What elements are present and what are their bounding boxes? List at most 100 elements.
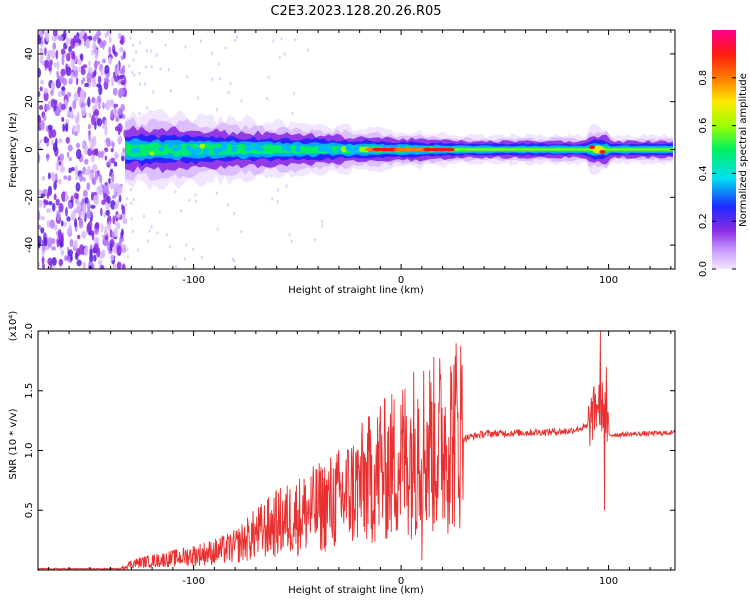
noise-speck	[64, 196, 68, 202]
noise-speck	[118, 74, 124, 80]
spectrogram-x-tick-label: 0	[398, 275, 404, 286]
noise-speck	[60, 48, 66, 55]
noise-speck	[119, 69, 123, 75]
noise-speck	[75, 77, 79, 86]
noise-speck	[112, 87, 118, 96]
noise-speck	[62, 123, 66, 132]
noise-speck	[68, 45, 72, 53]
noise-speck	[114, 203, 119, 210]
snr-x-tick-label: 0	[398, 576, 404, 587]
noise-speck	[77, 58, 82, 66]
red-core-blob	[423, 147, 434, 152]
sparse-speck	[227, 203, 230, 207]
sparse-speck	[169, 89, 172, 93]
noise-speck	[91, 77, 97, 88]
sparse-speck	[211, 77, 214, 81]
band-blob	[327, 147, 334, 154]
spectrogram-y-tick-label: 0	[24, 146, 35, 152]
noise-speck	[71, 166, 75, 172]
band-blob	[222, 142, 229, 151]
snr-frame	[37, 330, 676, 571]
noise-speck	[74, 239, 78, 250]
noise-speck	[50, 89, 54, 96]
noise-speck	[59, 241, 64, 248]
noise-speck	[73, 91, 79, 103]
noise-speck	[84, 158, 89, 165]
band-blob	[267, 149, 274, 155]
sparse-speck	[152, 90, 155, 94]
sparse-speck	[200, 255, 203, 259]
snr-background	[38, 331, 675, 570]
noise-speck	[53, 181, 57, 191]
band-blob	[176, 144, 183, 151]
noise-speck	[67, 144, 73, 152]
noise-speck	[58, 178, 62, 185]
snr-y-axis-label: SNR (10 * v/v)	[8, 408, 19, 479]
red-core-blob	[430, 147, 441, 152]
band-blob	[162, 149, 169, 156]
noise-speck	[53, 224, 58, 231]
band-blob	[354, 146, 361, 151]
noise-speck	[89, 254, 94, 263]
noise-speck	[61, 86, 66, 91]
sparse-speck	[164, 43, 167, 47]
sparse-speck	[293, 91, 296, 95]
noise-speck	[96, 117, 103, 127]
noise-speck	[119, 88, 126, 95]
sparse-speck	[199, 39, 202, 43]
noise-speck	[108, 46, 112, 55]
sparse-speck	[143, 82, 146, 86]
noise-speck	[76, 201, 82, 212]
sparse-speck	[139, 82, 142, 86]
snr-panel: -100 0 100 0.5 1.0 1.5 2.0 Height of straight …	[8, 311, 676, 596]
noise-speck	[43, 199, 49, 204]
noise-speck	[70, 38, 76, 49]
noise-speck	[51, 34, 58, 42]
noise-speck	[116, 63, 120, 74]
sparse-speck	[233, 259, 236, 263]
band-blob	[336, 148, 343, 154]
sparse-speck	[192, 247, 195, 251]
band-blob	[158, 146, 165, 152]
band-blob	[217, 146, 224, 153]
band-blob	[203, 148, 210, 156]
noise-speck	[84, 82, 89, 88]
noise-speck	[83, 247, 89, 256]
sparse-speck	[283, 52, 286, 56]
sparse-speck	[132, 198, 135, 202]
noise-speck	[51, 237, 56, 245]
noise-speck	[104, 155, 108, 161]
noise-speck	[94, 98, 98, 109]
sparse-speck	[131, 229, 134, 233]
noise-speck	[93, 243, 99, 252]
noise-speck	[47, 257, 53, 266]
noise-speck	[105, 79, 110, 84]
noise-speck	[38, 261, 41, 268]
sparse-speck	[285, 184, 288, 188]
noise-speck	[81, 199, 85, 204]
noise-speck	[74, 217, 78, 228]
noise-speck	[60, 249, 65, 256]
band-blob	[349, 146, 356, 154]
spectrogram-x-tick-label: -100	[182, 275, 205, 286]
band-blob	[340, 146, 347, 153]
noise-speck	[90, 191, 94, 201]
noise-speck	[74, 165, 78, 176]
noise-speck	[47, 201, 53, 206]
noise-speck	[119, 184, 123, 194]
noise-speck	[79, 173, 84, 183]
noise-speck	[43, 90, 49, 102]
noise-speck	[61, 116, 65, 123]
noise-speck	[101, 234, 105, 239]
colorbar-tick-label: 0.6	[698, 118, 709, 134]
spectrogram-x-tick-label: 100	[599, 275, 618, 286]
noise-speck	[111, 141, 115, 148]
spectrogram-y-axis-label: Frequency (Hz)	[8, 112, 19, 188]
noise-speck	[40, 215, 45, 221]
noise-speck	[112, 71, 116, 79]
spectrogram-panel: -100 0 100 -40 -20 0 20 40 Height of straight l…	[8, 29, 676, 296]
noise-speck	[122, 263, 126, 269]
noise-speck	[69, 113, 75, 120]
noise-speck	[81, 231, 87, 239]
